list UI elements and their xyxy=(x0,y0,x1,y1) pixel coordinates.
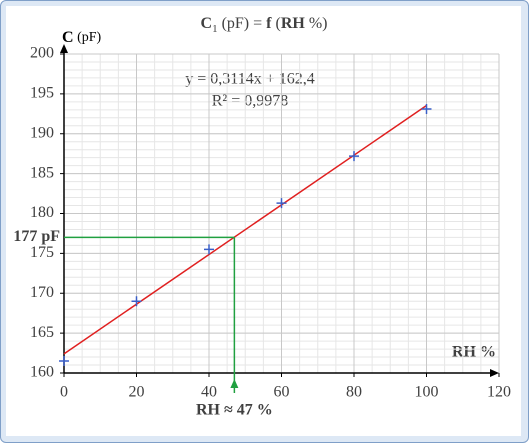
title-part: C xyxy=(201,15,213,32)
title-part: 1 xyxy=(212,23,218,35)
data-point xyxy=(131,296,142,307)
title-part: RH xyxy=(281,15,306,32)
x-tick-label: 100 xyxy=(415,384,439,401)
x-tick-label: 60 xyxy=(274,384,290,401)
y-axis-label: C (pF) xyxy=(62,29,102,46)
data-point xyxy=(349,151,359,162)
trendline xyxy=(63,104,427,355)
x-tick-label: 20 xyxy=(129,384,145,401)
y-tick-label: 170 xyxy=(30,284,54,301)
data-point xyxy=(59,356,69,367)
y-label-part: C xyxy=(62,29,74,46)
reading-arrow xyxy=(230,379,239,388)
y-tick-label: 180 xyxy=(30,204,54,221)
x-axis-label: RH % xyxy=(452,344,496,361)
y-tick-label: 160 xyxy=(30,364,54,381)
x-tick-label: 120 xyxy=(487,384,511,401)
y-tick-label: 165 xyxy=(30,324,54,341)
x-tick-label: 80 xyxy=(346,384,362,401)
y-tick-label: 190 xyxy=(30,124,54,141)
data-point xyxy=(421,104,432,115)
y-tick-label: 195 xyxy=(30,85,54,102)
reading-y-label: 177 pF xyxy=(13,228,60,245)
title-part: (pF) = xyxy=(218,15,267,32)
r-squared: R² = 0,9978 xyxy=(212,93,289,110)
x-axis-arrow xyxy=(490,369,499,377)
title-part: f xyxy=(266,15,272,32)
data-point xyxy=(276,198,287,209)
title-part: %) xyxy=(305,15,328,32)
chart-title: C1 (pF) = f (RH %) xyxy=(201,15,328,35)
y-tick-label: 185 xyxy=(30,164,54,181)
equation: y = 0,3114x + 162,4 xyxy=(185,71,314,88)
x-tick-label: 40 xyxy=(201,384,217,401)
y-axis-arrow xyxy=(60,44,68,53)
data-point xyxy=(204,244,214,255)
x-tick-label: 0 xyxy=(60,384,68,401)
title-part: ( xyxy=(271,15,280,32)
y-tick-label: 200 xyxy=(30,45,54,62)
reading-x-label: RH ≈ 47 % xyxy=(196,402,273,419)
y-tick-label: 175 xyxy=(30,244,54,261)
y-label-part: (pF) xyxy=(74,30,102,45)
